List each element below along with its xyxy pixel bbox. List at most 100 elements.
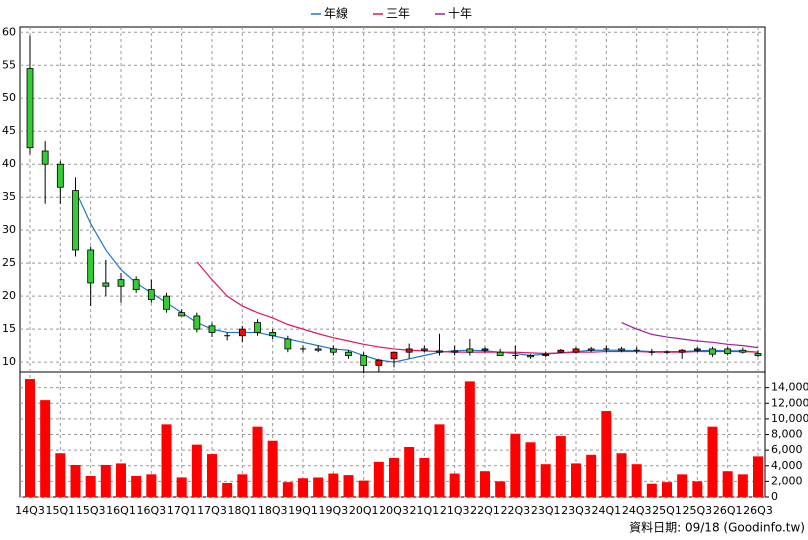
y-tick-label: 35: [2, 190, 16, 203]
candle-body: [284, 338, 292, 350]
candle-body: [724, 348, 732, 354]
volume-bar: [434, 424, 445, 497]
volume-bar: [237, 474, 248, 497]
x-tick-label: 15Q3: [76, 504, 106, 517]
volume-bar: [525, 442, 536, 497]
y2-tick-label: 12,000: [771, 396, 808, 409]
volume-bar: [555, 436, 566, 497]
volume-bar: [616, 453, 627, 497]
candle-body: [147, 289, 155, 300]
x-tick-label: 26Q1: [713, 504, 743, 517]
candle-body: [87, 249, 95, 284]
volume-bar: [373, 461, 384, 497]
candle-body: [72, 190, 79, 251]
candle-body: [329, 348, 337, 353]
volume-bar: [495, 481, 506, 497]
y-tick-label: 25: [2, 256, 16, 269]
x-tick-label: 23Q3: [561, 504, 591, 517]
x-tick-label: 16Q3: [137, 504, 167, 517]
x-tick-label: 15Q1: [46, 504, 76, 517]
x-tick-label: 16Q1: [106, 504, 136, 517]
x-tick-label: 21Q1: [410, 504, 440, 517]
candle-body: [451, 350, 459, 353]
plot-frame: [19, 26, 766, 498]
volume-bar: [707, 426, 718, 497]
x-tick-label: 18Q3: [258, 504, 288, 517]
candle-body: [345, 351, 352, 356]
x-tick-label: 25Q1: [652, 504, 682, 517]
volume-bar: [480, 471, 490, 497]
candle-body: [587, 348, 595, 351]
candle-body: [254, 322, 261, 333]
x-tick-label: 21Q3: [440, 504, 470, 517]
y2-tick-label: 0: [771, 490, 778, 503]
x-tick-label: 23Q1: [531, 504, 561, 517]
x-tick-label: 22Q1: [470, 504, 500, 517]
x-tick-label: 22Q3: [501, 504, 531, 517]
volume-bar: [252, 426, 263, 497]
candle-body: [102, 282, 110, 287]
volume-bar: [85, 475, 96, 497]
candle-body: [26, 68, 34, 149]
volume-bar: [40, 400, 51, 497]
volume-bar: [298, 478, 308, 497]
volume-bar: [343, 475, 354, 497]
volume-bar: [389, 457, 399, 497]
x-tick-label: 14Q3: [15, 504, 45, 517]
volume-bar: [100, 464, 111, 497]
volume-bar: [267, 440, 278, 497]
y2-tick-label: 14,000: [771, 381, 808, 394]
candle-body: [420, 348, 428, 351]
y-tick-label: 55: [2, 58, 16, 71]
y-tick-label: 10: [2, 355, 16, 368]
candle-body: [481, 348, 489, 351]
volume-bar: [207, 454, 217, 497]
volume-bar: [328, 473, 339, 497]
volume-bar: [586, 454, 597, 497]
volume-bar: [358, 480, 369, 497]
ma-line: [74, 190, 759, 363]
candle-body: [56, 163, 64, 188]
volume-bar: [70, 464, 81, 497]
volume-bar: [419, 457, 430, 497]
volume-bar: [737, 474, 748, 497]
candle-body: [390, 351, 398, 360]
volume-bar: [464, 381, 475, 497]
candle-body: [360, 355, 368, 366]
candle-body: [709, 348, 716, 355]
volume-bar: [313, 477, 324, 497]
candle-body: [208, 325, 216, 333]
x-tick-label: 24Q1: [592, 504, 622, 517]
volume-bar: [282, 482, 293, 497]
y2-tick-label: 10,000: [771, 412, 808, 425]
y-tick-label: 30: [2, 223, 16, 236]
y-tick-label: 40: [2, 157, 16, 170]
x-tick-label: 17Q3: [197, 504, 227, 517]
volume-bar: [571, 463, 581, 497]
x-tick-label: 26Q3: [743, 504, 773, 517]
volume-bar: [146, 474, 157, 497]
volume-bar: [510, 433, 521, 497]
candle-body: [375, 359, 383, 366]
x-tick-label: 25Q3: [683, 504, 713, 517]
volume-bar: [692, 481, 703, 497]
candle-body: [178, 312, 186, 317]
candle-body: [754, 353, 762, 356]
x-tick-label: 19Q3: [319, 504, 349, 517]
candle-body: [405, 348, 413, 353]
volume-bar: [540, 464, 551, 497]
legend-label: 年線: [324, 6, 348, 21]
volume-bar: [449, 473, 460, 497]
x-tick-label: 18Q1: [228, 504, 258, 517]
volume-bar: [25, 379, 35, 497]
candle-body: [739, 349, 747, 353]
candle-body: [496, 351, 504, 356]
legend-label: 三年: [386, 7, 410, 21]
x-tick-label: 19Q1: [288, 504, 318, 517]
candle-body: [132, 279, 140, 290]
volume-bar: [662, 482, 672, 497]
volume-bar: [176, 477, 187, 497]
volume-bar: [601, 411, 612, 497]
volume-bar: [753, 456, 763, 497]
